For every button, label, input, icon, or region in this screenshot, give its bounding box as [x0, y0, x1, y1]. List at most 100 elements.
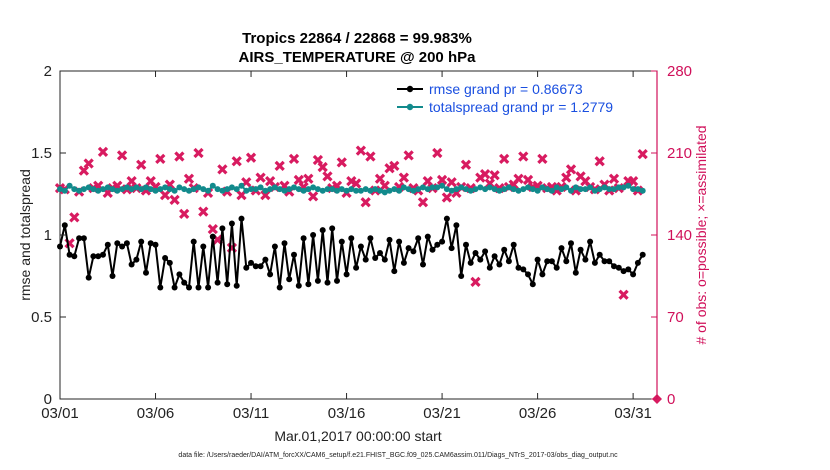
data-point-0-19 — [147, 240, 154, 247]
data-point-0-74 — [410, 248, 417, 255]
y-tick-label-right-2: 140 — [667, 227, 692, 244]
data-point-1-18 — [143, 184, 149, 191]
data-point-0-90 — [486, 264, 493, 271]
data-point-0-62 — [353, 264, 360, 271]
data-point-1-37 — [233, 186, 240, 193]
data-point-0-86 — [467, 259, 474, 266]
y-axis-label-right: # of obs: o=possible; ×=assimilated — [693, 125, 709, 344]
obs-marker-9 — [97, 146, 109, 157]
data-point-0-116 — [611, 263, 617, 270]
data-point-0-102 — [544, 258, 551, 265]
data-point-0-84 — [458, 273, 465, 279]
data-point-0-15 — [128, 261, 135, 268]
data-point-1-11 — [109, 186, 116, 193]
data-point-1-110 — [582, 186, 589, 193]
data-point-1-74 — [410, 187, 417, 194]
data-point-1-118 — [620, 184, 627, 191]
data-point-0-93 — [501, 246, 508, 253]
data-point-1-111 — [587, 184, 594, 191]
data-point-1-93 — [501, 186, 508, 193]
data-point-0-64 — [362, 256, 369, 263]
data-point-0-80 — [439, 238, 446, 245]
data-point-0-47 — [281, 240, 288, 247]
data-point-0-44 — [267, 271, 274, 278]
data-point-0-114 — [601, 258, 608, 265]
obs-marker-91 — [489, 170, 500, 181]
data-point-0-66 — [372, 255, 379, 261]
data-point-0-88 — [477, 256, 484, 263]
data-point-1-60 — [343, 187, 350, 194]
data-point-0-67 — [377, 250, 383, 256]
data-point-0-11 — [109, 273, 116, 279]
chart-subtitle: AIRS_TEMPERATURE @ 200 hPa — [239, 49, 477, 66]
data-point-1-75 — [415, 186, 422, 193]
data-point-0-107 — [568, 240, 574, 247]
data-point-0-112 — [591, 259, 598, 266]
series-0 — [57, 215, 646, 291]
data-point-0-30 — [200, 243, 207, 250]
obs-marker-82 — [446, 177, 457, 188]
obs-marker-13 — [116, 150, 128, 161]
data-point-1-68 — [381, 189, 388, 196]
obs-marker-89 — [479, 168, 491, 180]
data-point-0-106 — [563, 258, 570, 265]
data-point-1-76 — [420, 184, 426, 191]
data-point-1-49 — [291, 184, 297, 191]
data-point-1-91 — [491, 186, 498, 193]
obs-marker-42 — [255, 172, 266, 183]
data-point-1-46 — [276, 186, 283, 193]
tick-layer: 03/01 03/06 03/11 03/16 03/21 03/26 03/31 0 0.5 1… — [31, 63, 692, 422]
data-point-1-24 — [171, 187, 178, 194]
data-point-0-85 — [463, 241, 469, 248]
data-point-0-42 — [257, 263, 264, 270]
data-point-0-105 — [558, 245, 565, 252]
data-point-1-120 — [630, 186, 637, 193]
obs-marker-3 — [69, 212, 80, 223]
data-point-1-17 — [138, 186, 145, 193]
obs-marker-72 — [398, 172, 410, 183]
data-point-0-54 — [314, 277, 321, 284]
data-point-0-9 — [100, 251, 106, 258]
obs-marker-53 — [307, 191, 319, 202]
data-point-1-109 — [577, 186, 584, 193]
data-point-1-54 — [314, 186, 321, 193]
data-point-0-113 — [596, 251, 603, 258]
data-point-1-57 — [329, 186, 336, 193]
data-point-1-65 — [367, 187, 374, 194]
data-point-1-102 — [544, 186, 551, 193]
series-1 — [57, 182, 646, 196]
data-point-1-21 — [157, 186, 164, 193]
data-point-0-92 — [496, 261, 503, 268]
obs-marker-59 — [336, 157, 347, 168]
data-point-0-111 — [587, 238, 594, 245]
obs-marker-63 — [355, 145, 367, 156]
data-point-0-118 — [620, 268, 627, 275]
data-point-1-44 — [267, 186, 274, 193]
data-point-1-101 — [539, 184, 546, 191]
data-point-1-9 — [100, 186, 106, 193]
data-point-1-20 — [152, 187, 159, 194]
obs-marker-26 — [179, 208, 190, 220]
data-point-1-29 — [195, 184, 202, 191]
data-point-1-25 — [176, 184, 183, 191]
data-point-1-55 — [319, 187, 326, 194]
data-point-1-31 — [205, 187, 212, 194]
data-point-0-7 — [90, 253, 97, 260]
data-point-0-36 — [228, 220, 235, 227]
obs-marker-106 — [561, 172, 572, 183]
y-axis-label-left: rmse and totalspread — [17, 169, 33, 301]
data-point-0-21 — [157, 284, 164, 291]
data-point-1-88 — [477, 184, 484, 191]
obs-marker-37 — [231, 156, 242, 167]
obs-marker-62 — [350, 178, 362, 189]
data-point-0-18 — [143, 269, 149, 276]
data-point-0-12 — [114, 240, 121, 247]
obs-marker-85 — [460, 159, 472, 170]
data-point-1-61 — [348, 186, 355, 193]
data-point-0-45 — [271, 243, 278, 250]
data-point-0-10 — [104, 241, 111, 248]
data-point-0-51 — [300, 235, 307, 242]
data-point-1-97 — [520, 186, 527, 193]
obs-marker-32 — [207, 224, 218, 235]
